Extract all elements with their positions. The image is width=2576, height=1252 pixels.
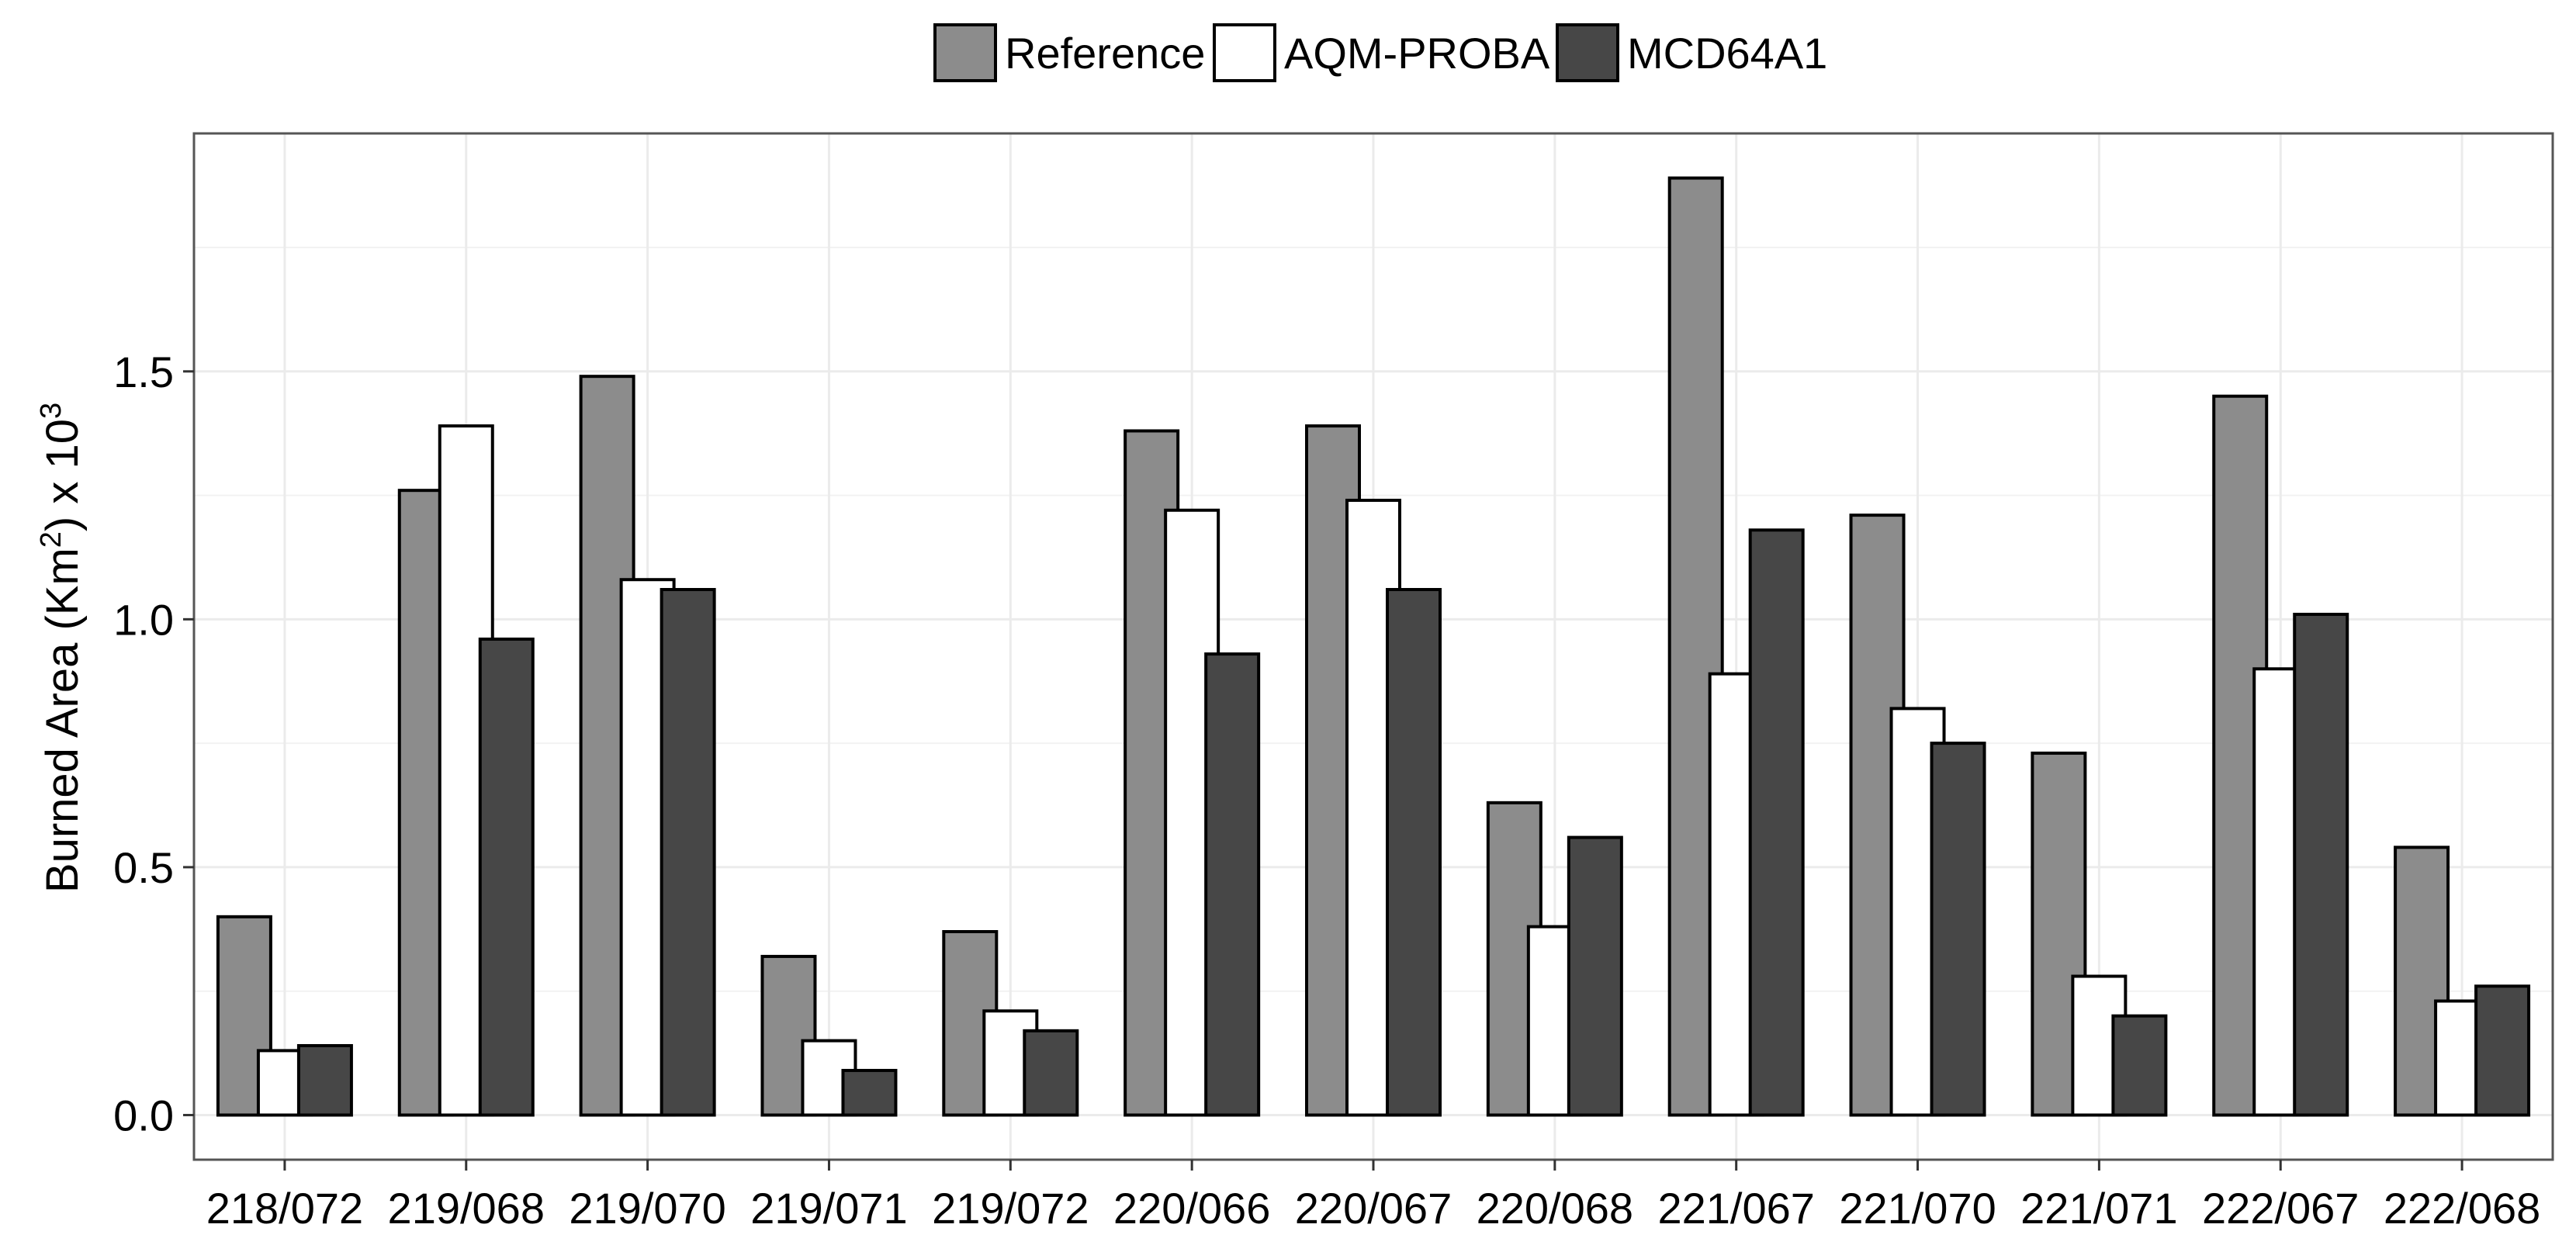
bar-mcd64a1-221-067 — [1748, 528, 1805, 1117]
plot-area: 0.0 0.5 1.0 1.5 218/072 219/068 219/070 219/071… — [113, 132, 2554, 1233]
y-tick-label: 1.0 — [113, 595, 174, 644]
x-tick-label: 219/071 — [750, 1184, 907, 1233]
y-tick-label: 1.5 — [113, 348, 174, 396]
x-tick-label: 218/072 — [206, 1184, 363, 1233]
x-tick-label: 219/070 — [569, 1184, 725, 1233]
x-tick-label: 219/068 — [388, 1184, 545, 1233]
y-tick-label: 0.0 — [113, 1091, 174, 1140]
x-tick-label: 221/071 — [2020, 1184, 2177, 1233]
x-tick-label: 221/070 — [1839, 1184, 1996, 1233]
bar-mcd64a1-219-070 — [660, 588, 716, 1117]
bar-mcd64a1-219-068 — [478, 637, 535, 1117]
legend-swatch-reference — [933, 23, 997, 82]
bar-mcd64a1-218-072 — [296, 1044, 353, 1117]
bar-mcd64a1-222-067 — [2293, 612, 2349, 1117]
x-tick-label: 222/067 — [2202, 1184, 2359, 1233]
x-tick-label: 219/072 — [932, 1184, 1089, 1233]
legend-label-aqm-proba: AQM-PROBA — [1284, 29, 1550, 78]
y-tick-label: 0.5 — [113, 843, 174, 892]
bar-mcd64a1-220-067 — [1386, 588, 1442, 1117]
bar-mcd64a1-219-072 — [1023, 1029, 1079, 1117]
bar-mcd64a1-221-071 — [2111, 1014, 2168, 1117]
y-axis-label: Burned Area (Km2) x 103 — [35, 403, 88, 893]
bar-mcd64a1-222-068 — [2474, 984, 2531, 1117]
bar-mcd64a1-220-068 — [1567, 835, 1623, 1117]
x-tick-label: 220/067 — [1295, 1184, 1452, 1233]
legend-swatch-mcd64a1 — [1556, 23, 1619, 82]
legend: Reference AQM-PROBA MCD64A1 — [933, 23, 1827, 82]
bar-mcd64a1-221-070 — [1930, 742, 1986, 1117]
legend-label-mcd64a1: MCD64A1 — [1627, 29, 1827, 78]
x-tick-label: 220/066 — [1113, 1184, 1270, 1233]
bar-mcd64a1-220-066 — [1204, 652, 1261, 1117]
bar-mcd64a1-219-071 — [841, 1068, 898, 1117]
x-tick-label: 221/067 — [1657, 1184, 1814, 1233]
x-tick-label: 222/068 — [2384, 1184, 2540, 1233]
legend-label-reference: Reference — [1005, 29, 1205, 78]
legend-swatch-aqm-proba — [1213, 23, 1276, 82]
x-tick-label: 220/068 — [1477, 1184, 1633, 1233]
